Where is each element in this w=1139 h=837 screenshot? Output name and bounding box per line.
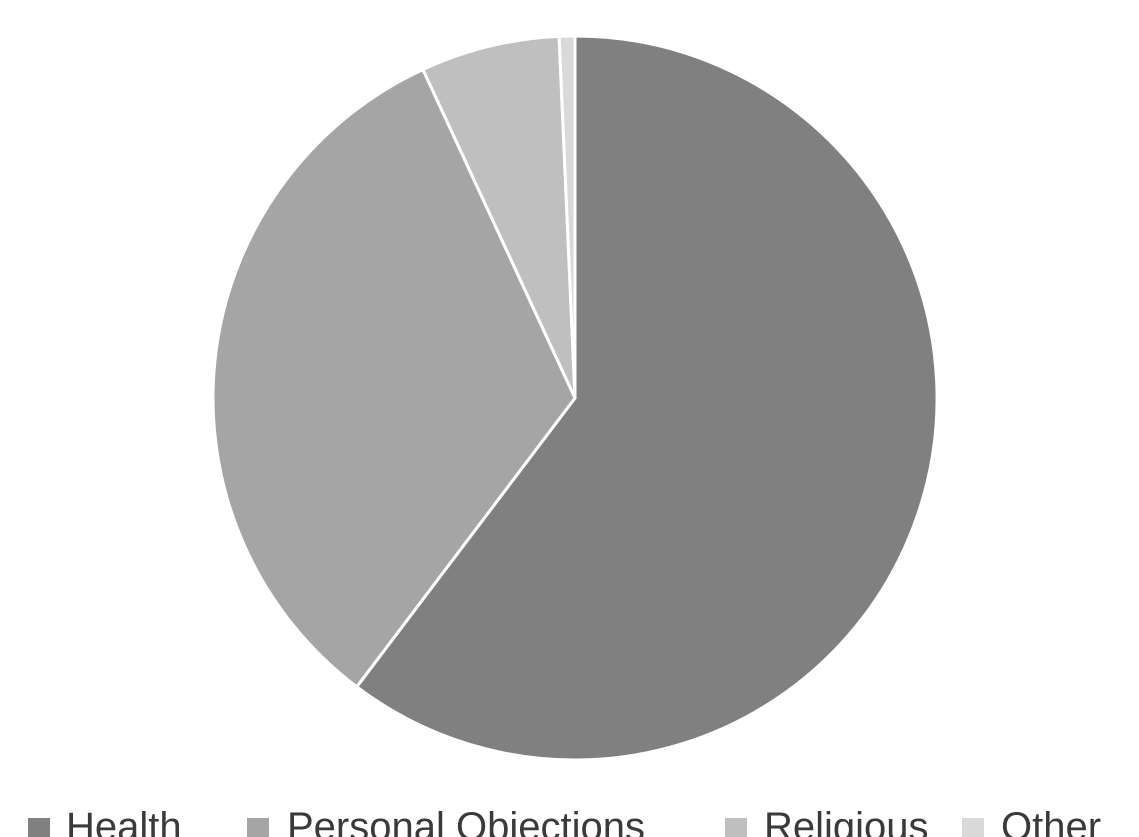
legend: Health Personal Objections Religious Oth… <box>28 805 1101 837</box>
pie-slice-personal-objections <box>211 67 577 689</box>
legend-label-health: Health <box>66 805 182 837</box>
legend-swatch-religious <box>725 818 747 837</box>
legend-label-other: Other <box>1001 805 1101 837</box>
legend-swatch-other <box>962 818 984 837</box>
legend-label-religious: Religious <box>764 805 929 837</box>
legend-label-personal-objections: Personal Objections <box>287 805 645 837</box>
pie-slices <box>211 34 939 762</box>
pie-slice-religious <box>421 34 577 400</box>
legend-swatch-personal-objections <box>247 818 269 837</box>
pie-slice-health <box>355 34 939 762</box>
legend-swatch-health <box>28 818 50 837</box>
pie-slice-other <box>557 34 577 400</box>
